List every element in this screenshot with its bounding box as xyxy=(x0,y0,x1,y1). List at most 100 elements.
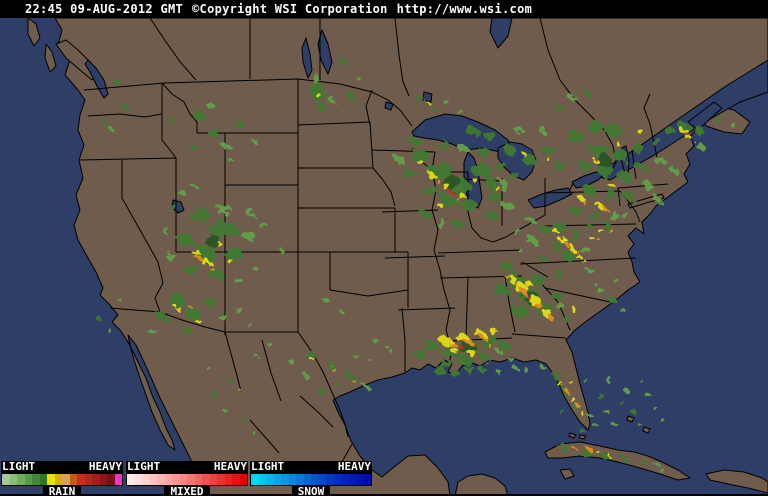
radar-echo xyxy=(564,251,576,261)
radar-echo xyxy=(607,378,613,384)
radar-echo xyxy=(234,277,242,283)
radar-echo xyxy=(421,184,439,196)
state-borders xyxy=(79,17,669,463)
radar-echo xyxy=(472,342,476,346)
radar-echo xyxy=(549,291,561,301)
legend-snow: LIGHT HEAVY SNOW xyxy=(250,461,372,496)
radar-echo xyxy=(236,121,244,127)
radar-echo xyxy=(604,223,612,229)
radar-echo xyxy=(500,262,512,270)
radar-echo xyxy=(616,142,620,146)
radar-echo xyxy=(118,298,122,302)
radar-echo xyxy=(235,307,243,313)
radar-echo xyxy=(533,276,547,286)
radar-echo xyxy=(487,191,501,201)
legend-color-cell xyxy=(194,474,202,485)
radar-echo xyxy=(684,131,688,135)
radar-echo xyxy=(441,194,459,206)
radar-echo xyxy=(525,280,531,286)
radar-echo xyxy=(645,393,651,397)
legend-mixed-scale: LIGHT HEAVY xyxy=(126,461,248,473)
radar-echo xyxy=(577,256,583,260)
radar-echo xyxy=(556,303,564,309)
legend-color-cell xyxy=(99,474,107,485)
legend-light-label: LIGHT xyxy=(251,460,285,473)
radar-echo xyxy=(503,202,513,210)
legend-color-cell xyxy=(311,474,319,485)
radar-echo xyxy=(509,172,519,180)
radar-echo xyxy=(588,448,594,452)
radar-echo xyxy=(224,409,228,413)
radar-echo xyxy=(558,408,564,414)
legend-color-cell xyxy=(164,474,172,485)
radar-echo xyxy=(448,341,456,347)
radar-echo xyxy=(450,370,460,376)
radar-echo xyxy=(579,161,593,171)
radar-echo xyxy=(621,212,629,218)
radar-echo xyxy=(169,118,175,122)
radar-echo xyxy=(592,423,598,427)
legend-color-cell xyxy=(288,474,296,485)
bay-of-fundy xyxy=(687,101,723,131)
radar-echo xyxy=(111,129,115,133)
radar-echo xyxy=(457,110,463,114)
radar-echo xyxy=(603,409,609,413)
radar-echo xyxy=(311,73,319,83)
radar-echo xyxy=(208,368,212,372)
radar-echo xyxy=(177,189,185,195)
legend-rain-title: RAIN xyxy=(42,486,82,496)
radar-echo xyxy=(580,246,590,254)
james-bay xyxy=(489,17,513,49)
radar-echo xyxy=(124,106,128,110)
legend-color-cell xyxy=(107,474,115,485)
legend-color-cell xyxy=(258,474,266,485)
radar-echo xyxy=(219,315,229,321)
radar-echo xyxy=(277,248,283,252)
legend-color-cell xyxy=(239,474,247,485)
radar-echo xyxy=(175,306,181,310)
radar-echo xyxy=(426,102,430,104)
radar-echo xyxy=(170,204,176,208)
radar-echo xyxy=(596,155,612,167)
legend-color-cell xyxy=(326,474,334,485)
radar-echo xyxy=(596,393,604,399)
radar-echo xyxy=(167,294,185,306)
legend-snow-scale: LIGHT HEAVY xyxy=(250,461,372,473)
radar-echo xyxy=(569,306,575,310)
island-florida-keys xyxy=(568,432,587,440)
radar-echo xyxy=(714,117,722,123)
radar-echo-layer xyxy=(95,59,736,470)
radar-echo xyxy=(165,252,175,260)
radar-echo xyxy=(597,203,603,209)
legend-rain: LIGHT HEAVY RAIN xyxy=(1,461,123,496)
radar-echo xyxy=(586,267,594,273)
radar-echo xyxy=(347,373,355,379)
radar-echo xyxy=(208,128,220,136)
legend-color-cell xyxy=(251,474,259,485)
legend-heavy-label: HEAVY xyxy=(88,460,122,473)
radar-echo xyxy=(438,359,452,367)
radar-echo xyxy=(430,106,438,112)
legend-light-label: LIGHT xyxy=(127,460,161,473)
radar-echo xyxy=(512,228,520,234)
island-queen-charlotte xyxy=(27,17,41,47)
radar-echo xyxy=(601,453,611,459)
legend-color-cell xyxy=(273,474,281,485)
radar-echo xyxy=(584,202,588,206)
radar-echo xyxy=(569,231,581,241)
radar-echo xyxy=(188,305,192,309)
radar-echo xyxy=(617,171,631,181)
radar-echo xyxy=(416,352,426,360)
radar-echo xyxy=(660,418,664,422)
radar-echo xyxy=(468,350,476,356)
radar-echo xyxy=(228,379,234,383)
radar-echo xyxy=(580,411,584,415)
radar-echo xyxy=(597,228,603,232)
radar-echo xyxy=(243,231,255,241)
radar-echo xyxy=(251,430,255,434)
radar-echo xyxy=(434,367,446,375)
legend-color-cell xyxy=(224,474,232,485)
radar-echo xyxy=(224,145,232,151)
radar-echo xyxy=(323,298,329,302)
